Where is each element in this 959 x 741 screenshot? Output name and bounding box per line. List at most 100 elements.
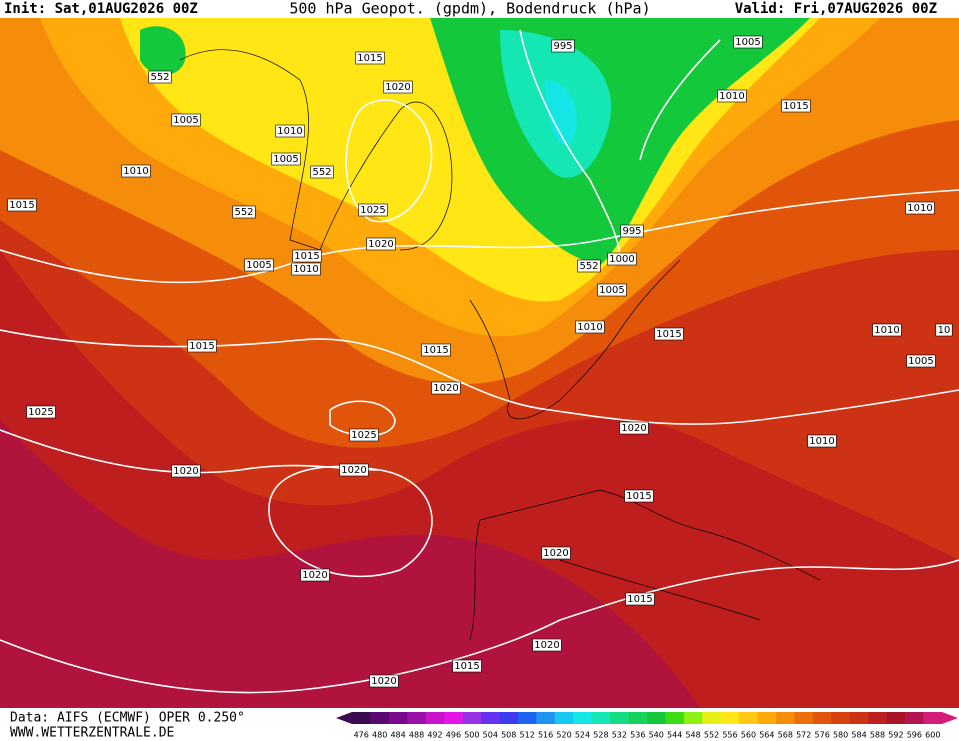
isobar-label-box	[271, 152, 301, 166]
isobar-label: 1020	[621, 423, 646, 434]
map-title: 500 hPa Geopot. (gpdm), Bodendruck (hPa)	[289, 0, 650, 18]
isobar-label: 1020	[433, 383, 458, 394]
colorbar-label: 584	[851, 731, 866, 740]
isobar-label-box	[292, 249, 322, 263]
colorbar-swatch	[591, 712, 611, 724]
colorbar-label: 504	[483, 731, 498, 740]
colorbar-swatch	[665, 712, 685, 724]
isobar-label-box	[121, 164, 151, 178]
colorbar-label: 576	[815, 731, 830, 740]
isobar-label-box	[452, 659, 482, 673]
colorbar-label: 484	[390, 731, 405, 740]
isobar-label-box	[619, 421, 649, 435]
isobar	[0, 329, 959, 425]
isobar-label: 1015	[9, 200, 34, 211]
isobar-label-box	[935, 323, 953, 337]
isobar-label: 1015	[626, 491, 651, 502]
data-source: Data: AIFS (ECMWF) OPER 0.250°	[10, 711, 245, 726]
colorbar-swatch	[757, 712, 777, 724]
isobar-label: 1010	[907, 203, 932, 214]
isobar-label: 1020	[385, 82, 410, 93]
isobar-label: 1010	[809, 436, 834, 447]
isobar-label-box	[291, 262, 321, 276]
colorbar-swatch	[628, 712, 648, 724]
colorbar-label: 512	[520, 731, 535, 740]
isobar-label: 552	[312, 167, 331, 178]
isobar-label: 1020	[534, 640, 559, 651]
colorbar: 476 480 484 488 492 496 500 504 508 512 516 520 524 5…	[336, 712, 958, 740]
isobar-label-box	[369, 674, 399, 688]
isobar-label: 1015	[783, 101, 808, 112]
colorbar-label: 600	[925, 731, 940, 740]
isobar-label-box	[232, 205, 256, 219]
colorbar-swatch	[868, 712, 887, 724]
colorbar-label: 488	[409, 731, 424, 740]
isobar-label-box	[355, 51, 385, 65]
colorbar-swatch	[886, 712, 906, 724]
isobar-label: 1015	[454, 661, 479, 672]
isobar-label: 1000	[609, 254, 634, 265]
colorbar-swatch	[905, 712, 924, 724]
isobar-label-box	[532, 638, 562, 652]
isobar-label-box	[607, 252, 637, 266]
isobar-label: 1005	[246, 260, 271, 271]
isobar-label: 1015	[357, 53, 382, 64]
colorbar-label: 516	[538, 731, 553, 740]
init-time: Init: Sat,01AUG2026 00Z	[4, 1, 198, 17]
colorbar-swatch	[739, 712, 758, 724]
coastline	[469, 259, 681, 420]
website: WWW.WETTERZENTRALE.DE	[10, 726, 174, 741]
isobar-label: 1020	[543, 548, 568, 559]
isobar-label-box	[349, 428, 379, 442]
isobar-label: 1010	[874, 325, 899, 336]
isobar-label: 1010	[277, 126, 302, 137]
isobar-label: 1020	[368, 239, 393, 250]
colorbar-arrow	[336, 712, 352, 724]
map	[0, 18, 959, 708]
colorbar-label: 480	[372, 731, 387, 740]
isobar-label-box	[366, 237, 396, 251]
isobar-label: 10	[938, 325, 951, 336]
isobar-label-box	[807, 434, 837, 448]
colorbar-swatch	[388, 712, 408, 724]
colorbar-swatch	[517, 712, 537, 724]
isobar-label: 1015	[294, 251, 319, 262]
isobar-label: 1005	[273, 154, 298, 165]
isobar	[519, 29, 721, 261]
colorbar-label: 532	[612, 731, 627, 740]
colorbar-swatch	[812, 712, 832, 724]
colorbar-label: 544	[667, 731, 682, 740]
isobar	[329, 400, 396, 437]
isobar-label-box	[339, 463, 369, 477]
isobar-label-box	[244, 258, 274, 272]
colorbar-swatch	[776, 712, 795, 724]
isobar-label-box	[187, 339, 217, 353]
isobar-label-box	[300, 568, 330, 582]
isobar-label-box	[383, 80, 413, 94]
colorbar-label: 540	[649, 731, 664, 740]
isobar-label: 995	[622, 226, 641, 237]
isobar-label-box	[733, 35, 763, 49]
colorbar-label: 572	[796, 731, 811, 740]
colorbar-swatch	[849, 712, 869, 724]
colorbar-swatch	[831, 712, 851, 724]
coastline	[179, 49, 453, 251]
colorbar-swatch	[370, 712, 390, 724]
isobar-label-box	[310, 165, 334, 179]
colorbar-swatch	[647, 712, 666, 724]
colorbar-swatch	[923, 712, 943, 724]
isobar-label: 1015	[627, 594, 652, 605]
colorbar-swatch	[573, 712, 592, 724]
isobar-label-box	[624, 489, 654, 503]
colorbar-label: 596	[907, 731, 922, 740]
colorbar-label: 492	[427, 731, 442, 740]
colorbar-label: 592	[888, 731, 903, 740]
isobar-label-box	[431, 381, 461, 395]
isobar-label-box	[148, 70, 172, 84]
isobar-label: 1010	[293, 264, 318, 275]
field-green-small	[140, 26, 186, 75]
colorbar-swatch	[462, 712, 482, 724]
isobar-label: 1025	[351, 430, 376, 441]
colorbar-label: 552	[704, 731, 719, 740]
isobar-label-box	[171, 113, 201, 127]
